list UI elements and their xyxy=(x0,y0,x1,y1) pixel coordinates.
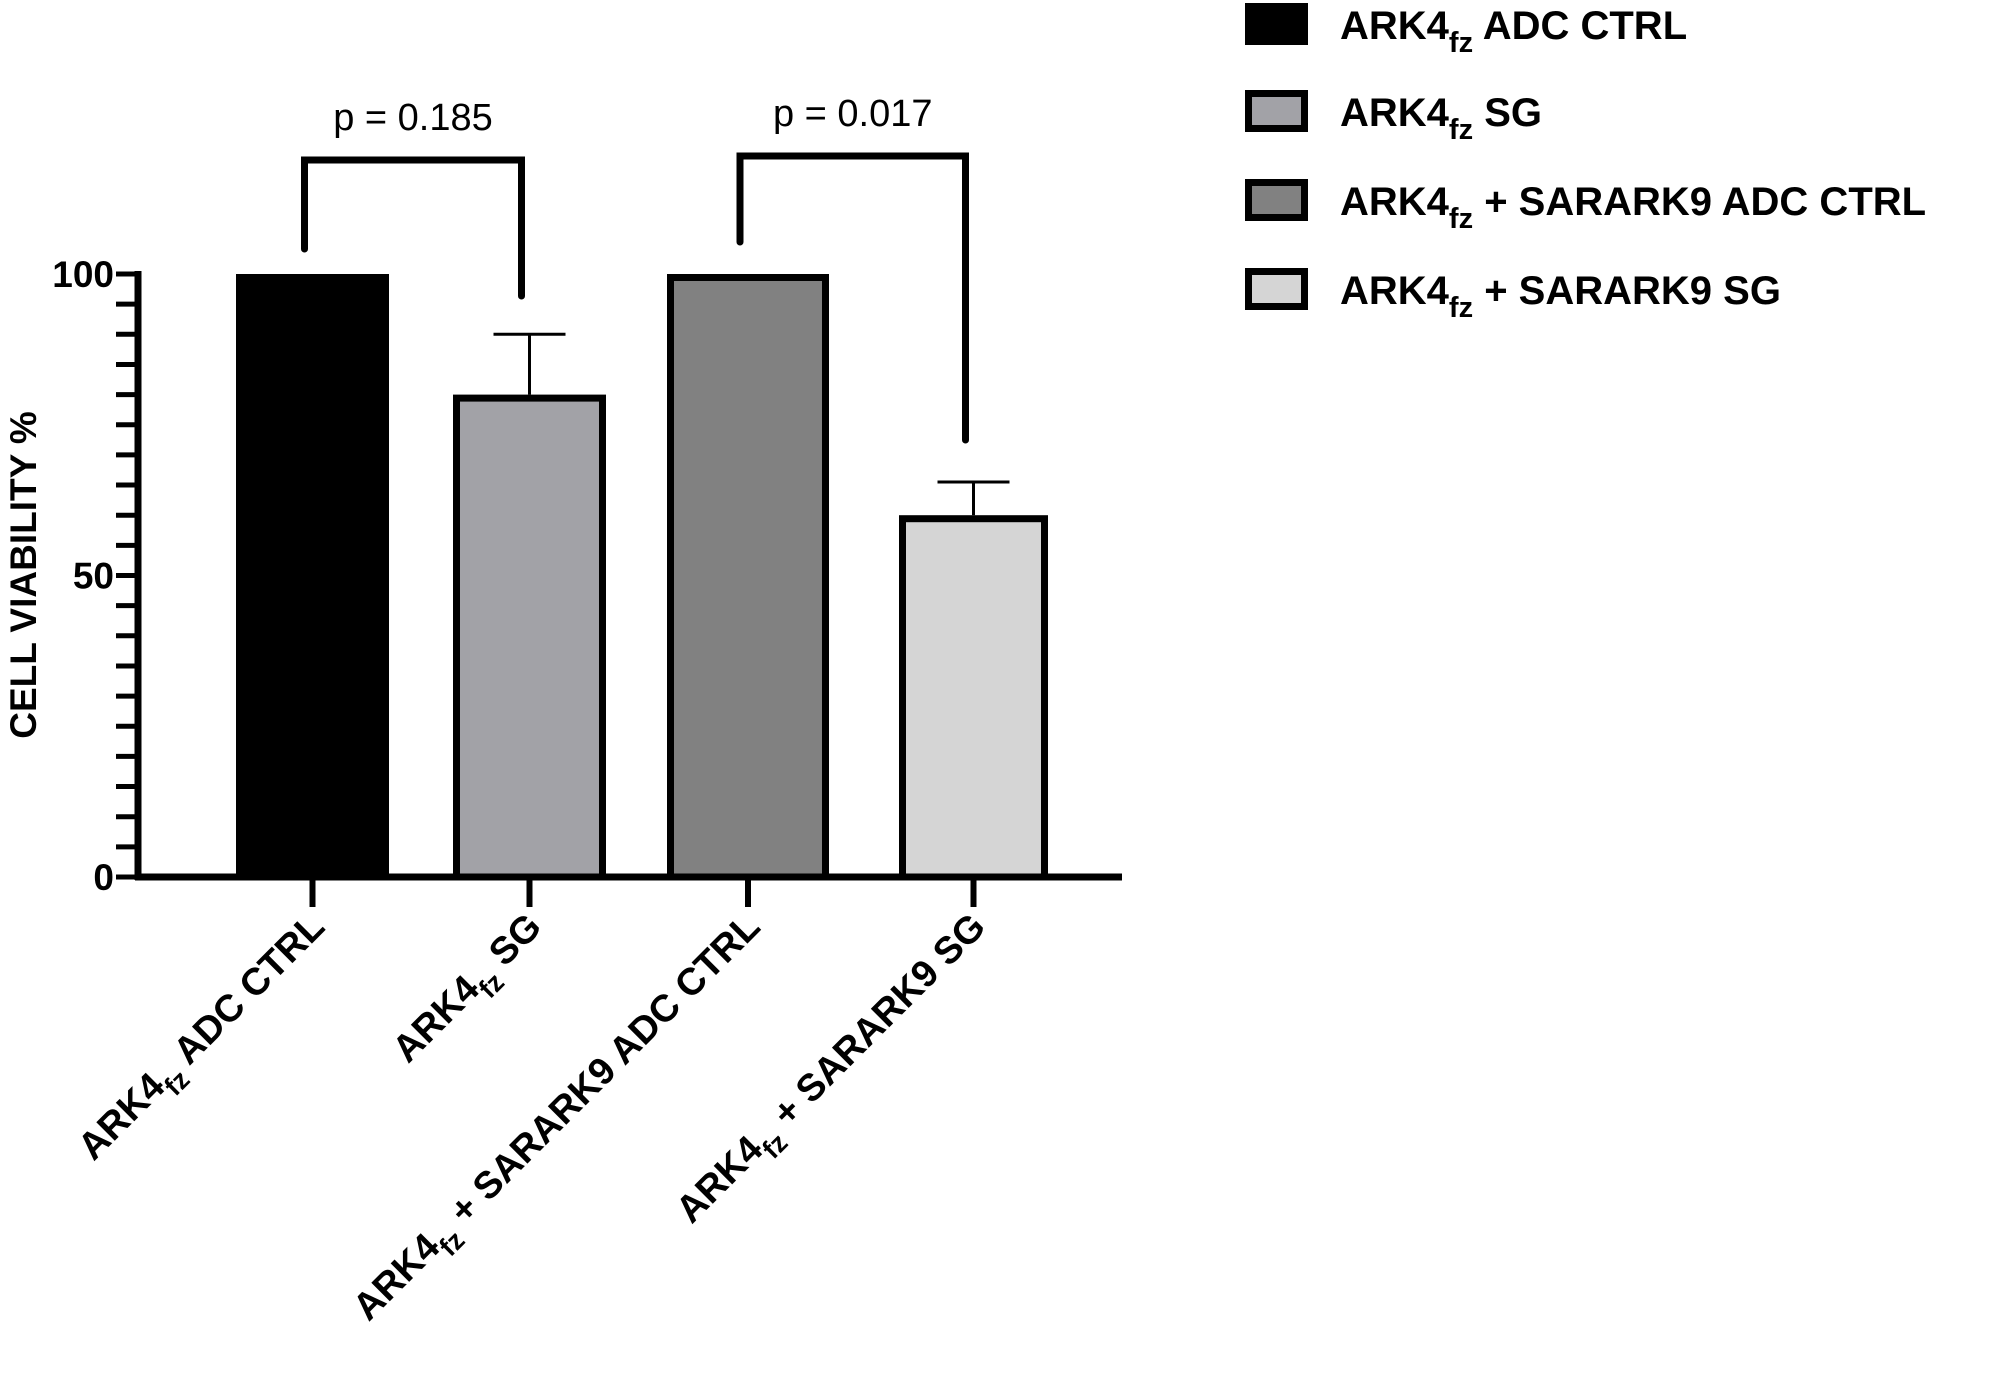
significance-bracket xyxy=(736,152,969,444)
bar xyxy=(667,274,829,881)
legend-swatch xyxy=(1245,3,1308,45)
legend-label: ARK4fz + SARARK9 SG xyxy=(1340,269,1781,324)
x-tick-label: ARK4fz SG xyxy=(385,906,557,1078)
legend-swatch xyxy=(1245,90,1308,132)
significance-brackets: p = 0.185 p = 0.017 xyxy=(301,93,969,444)
bar xyxy=(899,515,1048,881)
legend-label: ARK4fz SG xyxy=(1340,91,1542,146)
legend-label: ARK4fz + SARARK9 ADC CTRL xyxy=(1340,180,1926,235)
legend-swatch xyxy=(1245,268,1308,310)
x-tick-label: ARK4fz ADC CTRL xyxy=(70,906,339,1175)
y-axis-label: CELL VIABILITY % xyxy=(3,411,44,739)
legend: ARK4fz ADC CTRL ARK4fz SG ARK4fz + SARARK9… xyxy=(1245,3,1926,324)
p-value-label: p = 0.185 xyxy=(333,97,493,139)
bar xyxy=(453,394,606,881)
significance-bracket xyxy=(301,156,525,300)
y-tick-label: 50 xyxy=(73,556,114,597)
p-value-label: p = 0.017 xyxy=(773,93,933,135)
bars xyxy=(236,274,1048,881)
y-tick-label: 0 xyxy=(93,857,114,898)
legend-label: ARK4fz ADC CTRL xyxy=(1340,4,1687,59)
y-tick-label: 100 xyxy=(52,254,114,295)
legend-swatch xyxy=(1245,179,1308,221)
bar xyxy=(236,274,389,877)
x-tick-label: ARK4fz + SARARK9 ADC CTRL xyxy=(345,906,775,1336)
